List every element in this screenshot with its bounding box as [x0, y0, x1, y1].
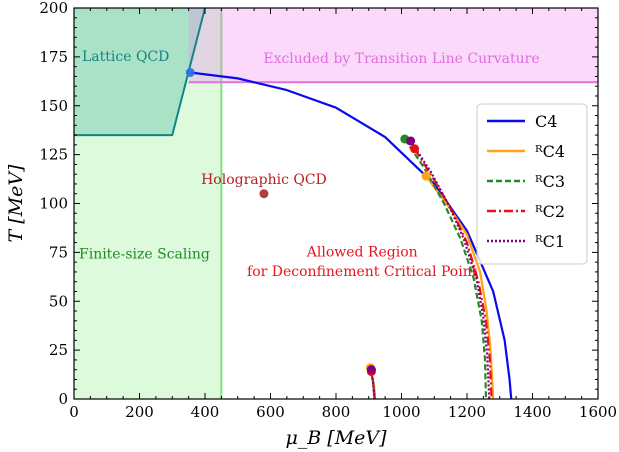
x-tick-label: 0 — [69, 403, 79, 421]
region-excluded — [188, 8, 598, 83]
series-line-3 — [413, 148, 493, 399]
x-tick-label: 200 — [125, 403, 154, 421]
x-tick-label: 1400 — [513, 403, 551, 421]
region-lattice-edge — [74, 8, 206, 137]
series-endpoint-4-0 — [406, 136, 416, 146]
annotation-lattice-label: Lattice QCD — [82, 49, 169, 65]
holographic-point — [259, 189, 269, 199]
annotation-finite-label: Finite-size Scaling — [79, 246, 210, 262]
y-tick-label: 100 — [39, 195, 68, 213]
x-tick-label: 1200 — [448, 403, 486, 421]
series-endpoint-3-0 — [410, 144, 420, 154]
legend-label-3: ᴿC2 — [535, 202, 565, 221]
annotation-allowed-1: Allowed Region — [306, 244, 418, 260]
annotation-allowed-2: for Deconfinement Critical Point — [247, 264, 478, 280]
legend-box — [476, 103, 588, 265]
x-tick-label: 400 — [191, 403, 220, 421]
axes-layer: 0 200 400 600 800 1000 1200 1400 1600 0 25 50 75 100 1… — [5, 0, 617, 449]
y-tick-label: 50 — [49, 292, 68, 310]
y-axis-label: T [MeV] — [5, 164, 27, 243]
y-tick-label: 125 — [39, 146, 68, 164]
legend-label-0: C4 — [535, 112, 557, 131]
annotations-layer: Holographic QCD Allowed Region for Deconfi… — [79, 49, 540, 280]
y-tick-label: 150 — [39, 97, 68, 115]
legend: C4 ᴿC4 ᴿC3 ᴿC2 ᴿC1 — [476, 103, 588, 265]
series-line-4 — [409, 140, 491, 399]
x-tick-label: 800 — [322, 403, 351, 421]
annotation-holographic: Holographic QCD — [201, 172, 327, 188]
series-endpoint-4-1 — [366, 365, 376, 375]
points-layer — [185, 68, 431, 377]
y-tick-label: 0 — [58, 390, 68, 408]
x-tick-label: 600 — [256, 403, 285, 421]
y-tick-label: 25 — [49, 341, 68, 359]
annotation-excluded-label: Excluded by Transition Line Curvature — [263, 51, 539, 67]
legend-label-2: ᴿC3 — [535, 172, 565, 191]
x-tick-label: 1000 — [382, 403, 420, 421]
legend-label-4: ᴿC1 — [535, 232, 565, 251]
lattice-endpoint — [185, 68, 195, 78]
series-layer — [190, 71, 513, 399]
region-lattice — [74, 8, 205, 136]
series-line-2 — [403, 138, 488, 399]
x-tick-label: 1600 — [579, 403, 617, 421]
regions-layer — [74, 8, 598, 399]
y-tick-label: 200 — [39, 0, 68, 17]
legend-label-1: ᴿC4 — [535, 142, 565, 161]
y-tick-label: 175 — [39, 48, 68, 66]
x-axis-label: μ_B [MeV] — [285, 427, 387, 449]
series-endpoint-1-0 — [421, 171, 431, 181]
y-tick-label: 75 — [49, 243, 68, 261]
series-line-0 — [190, 71, 513, 399]
